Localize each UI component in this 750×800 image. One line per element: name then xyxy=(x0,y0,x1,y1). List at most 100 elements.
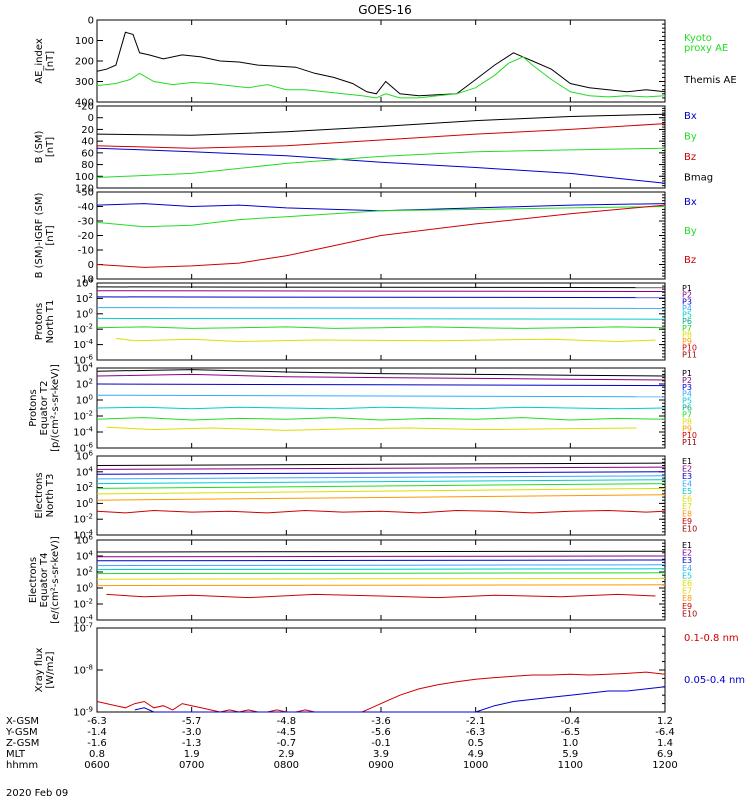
series-e1 xyxy=(96,462,666,466)
y-axis-title: Protons xyxy=(34,303,45,340)
series-themis-ae xyxy=(96,31,666,97)
ephem-value: 0.5 xyxy=(468,738,484,749)
y-tick-label: 102 xyxy=(76,292,93,305)
ephem-value: -3.6 xyxy=(371,716,391,727)
series-p2 xyxy=(96,373,666,381)
ephem-value: -3.0 xyxy=(182,727,202,738)
series-e7 xyxy=(96,577,666,580)
legend-entry: E6 xyxy=(682,495,692,504)
legend-entry: P10 xyxy=(682,344,697,353)
panel-frame xyxy=(96,627,666,713)
y-tick-label: 20 xyxy=(81,125,94,136)
y-axis-title: B (SM)-IGRF (SM) xyxy=(34,193,45,279)
y-tick-label: 100 xyxy=(76,582,93,595)
legend-entry: P9 xyxy=(682,424,692,433)
y-tick-label: 102 xyxy=(76,481,93,494)
series-p5 xyxy=(96,317,666,320)
y-tick-label: 10-4 xyxy=(73,338,93,351)
ephem-value: -0.4 xyxy=(561,716,581,727)
series-p1 xyxy=(96,369,666,377)
panel-pt2: 104 102 100 10-2 10-4 10-6 Protons Equator T2 [p… xyxy=(28,362,697,455)
legend-entry: E3 xyxy=(682,556,692,565)
y-axis-title: [nT] xyxy=(45,51,56,71)
ephem-value: 0.8 xyxy=(89,749,105,760)
series-p4 xyxy=(96,307,666,309)
legend-entry: P5 xyxy=(682,311,692,320)
date-label: 2020 Feb 09 xyxy=(6,788,68,799)
y-axis-title: Electrons xyxy=(34,472,45,518)
y-tick-label: -10 xyxy=(78,246,94,257)
plot-title: GOES-16 xyxy=(358,3,412,17)
y-tick-label: 10-4 xyxy=(73,614,93,627)
legend-entry: E8 xyxy=(682,594,692,603)
legend-entry: E2 xyxy=(682,549,692,558)
y-tick-label: 120 xyxy=(75,184,94,195)
y-tick-label: 10-6 xyxy=(73,442,93,455)
series-by xyxy=(96,147,666,178)
ephem-value: 1.9 xyxy=(184,749,200,760)
legend-entry: P1 xyxy=(682,284,692,293)
y-tick-label: 10-2 xyxy=(73,513,93,526)
legend-entry: By xyxy=(684,132,697,143)
y-tick-label: 40 xyxy=(81,137,94,148)
legend-entry: Themis AE xyxy=(683,75,737,86)
series-e4 xyxy=(96,475,666,480)
ephem-value: -2.1 xyxy=(466,716,486,727)
series-e9 xyxy=(96,509,666,514)
legend-entry: Bmag xyxy=(684,173,713,184)
ephem-value: 6.9 xyxy=(657,749,673,760)
legend-entry: E6 xyxy=(682,579,692,588)
y-tick-label: 100 xyxy=(76,394,93,407)
y-axis-title: Xray flux xyxy=(34,648,45,693)
ephem-value: 1.0 xyxy=(562,738,578,749)
series-e9 xyxy=(106,593,656,599)
legend-entry: E10 xyxy=(682,525,697,534)
y-axis-title: [W/m2] xyxy=(45,651,56,688)
y-axis-title: Equator T2 xyxy=(39,381,50,436)
y-tick-label: 10-4 xyxy=(73,426,93,439)
series-p6 xyxy=(96,326,666,329)
legend-entry: P10 xyxy=(682,431,697,440)
ephem-value: -6.5 xyxy=(561,727,581,738)
ephem-value: 1100 xyxy=(558,760,583,771)
legend-entry: E10 xyxy=(682,609,697,618)
series-p3 xyxy=(96,296,666,299)
panel-et4: 106 104 102 100 10-2 10-4 Electrons Equator T4[… xyxy=(28,534,697,627)
series-bmag xyxy=(96,113,666,136)
y-tick-label: 104 xyxy=(76,550,94,563)
legend-entry: Bz xyxy=(684,255,696,266)
ephem-value: 0700 xyxy=(179,760,204,771)
ephem-value: 5.9 xyxy=(562,749,578,760)
ephem-value: 3.9 xyxy=(373,749,389,760)
y-tick-label: 104 xyxy=(76,362,94,375)
y-axis-title: [nT] xyxy=(45,225,56,245)
ephem-row-label: Y-GSM xyxy=(5,727,38,738)
series-bz xyxy=(96,123,666,149)
series-by xyxy=(96,206,666,228)
legend-entry: E1 xyxy=(682,457,692,466)
y-tick-label: 10-6 xyxy=(73,354,93,367)
y-tick-label: 104 xyxy=(76,277,94,290)
legend-entry: P6 xyxy=(682,317,692,326)
ephem-value: -6.3 xyxy=(466,727,486,738)
y-tick-label: -20 xyxy=(78,102,94,113)
series-e4 xyxy=(96,564,666,567)
legend-entry: Bx xyxy=(684,111,697,122)
legend-entry: P8 xyxy=(682,330,692,339)
y-tick-label: -20 xyxy=(78,231,94,242)
y-tick-label: 10-7 xyxy=(73,622,93,635)
series-e6 xyxy=(96,572,666,575)
ephem-value: -1.6 xyxy=(87,738,107,749)
legend-entry: E7 xyxy=(682,502,692,511)
y-axis-title: Electrons xyxy=(28,557,39,603)
series-0-05-0-4-nm xyxy=(134,686,666,713)
series-e5 xyxy=(96,568,666,571)
y-tick-label: -30 xyxy=(78,217,94,228)
series-e3 xyxy=(96,559,666,562)
y-tick-label: -40 xyxy=(78,202,94,213)
ephem-row-label: X-GSM xyxy=(6,716,39,727)
legend-entry: P2 xyxy=(682,291,692,300)
y-tick-label: 80 xyxy=(81,160,94,171)
series-0-1-0-8-nm xyxy=(96,671,666,713)
